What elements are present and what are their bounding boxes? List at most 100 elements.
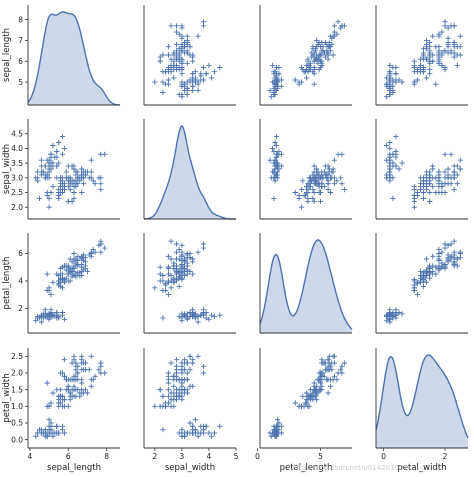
- point-sepal_width-vs-sepal_length: [59, 134, 66, 140]
- y-tick-label: 4.5: [11, 129, 23, 138]
- point-sepal_width-vs-sepal_length: [46, 160, 52, 166]
- point-sepal_width-vs-petal_width: [430, 163, 436, 169]
- point-petal_width-vs-petal_length: [317, 380, 324, 386]
- point-petal_width-vs-sepal_length: [61, 373, 67, 379]
- point-petal_width-vs-sepal_width: [187, 367, 193, 373]
- point-petal_width-vs-sepal_length: [54, 387, 60, 393]
- y-tick-label: 3.5: [11, 159, 23, 168]
- point-petal_width-vs-petal_length: [275, 417, 281, 423]
- point-sepal_width-vs-sepal_length: [56, 160, 62, 166]
- point-sepal_width-vs-petal_length: [322, 163, 329, 169]
- point-sepal_width-vs-petal_length: [300, 178, 306, 184]
- point-sepal_width-vs-petal_length: [296, 195, 302, 201]
- point-sepal_length-vs-sepal_width: [165, 64, 171, 71]
- point-petal_length-vs-sepal_width: [179, 242, 185, 248]
- point-petal_width-vs-sepal_width: [179, 360, 185, 366]
- point-petal_length-vs-sepal_width: [160, 272, 166, 279]
- y-tick-label: 1.5: [11, 385, 23, 394]
- point-petal_width-vs-sepal_width: [165, 400, 171, 406]
- point-petal_length-vs-sepal_width: [195, 314, 201, 320]
- point-petal_width-vs-sepal_length: [67, 390, 73, 396]
- point-petal_length-vs-sepal_width: [184, 252, 190, 258]
- point-sepal_length-vs-petal_width: [448, 50, 454, 56]
- point-sepal_length-vs-petal_length: [271, 69, 277, 75]
- y-tick-label: 4: [18, 277, 23, 286]
- point-petal_width-vs-sepal_length: [46, 417, 52, 423]
- point-sepal_width-vs-petal_length: [272, 166, 278, 172]
- point-sepal_length-vs-sepal_width: [157, 58, 163, 64]
- point-sepal_width-vs-sepal_length: [88, 169, 94, 175]
- point-petal_length-vs-sepal_length: [77, 272, 83, 279]
- point-sepal_length-vs-petal_width: [420, 64, 427, 71]
- point-sepal_length-vs-petal_width: [384, 94, 390, 100]
- x-tick-label: 4: [28, 452, 33, 461]
- point-petal_width-vs-petal_length: [276, 420, 282, 426]
- point-petal_length-vs-petal_width: [451, 252, 457, 258]
- point-sepal_length-vs-petal_length: [319, 60, 325, 66]
- point-sepal_width-vs-sepal_length: [61, 145, 67, 151]
- point-petal_width-vs-sepal_length: [75, 370, 81, 376]
- point-sepal_width-vs-petal_width: [430, 184, 436, 190]
- point-petal_width-vs-petal_length: [328, 383, 334, 389]
- point-petal_width-vs-petal_length: [339, 363, 345, 369]
- point-sepal_length-vs-petal_width: [384, 81, 390, 87]
- point-sepal_width-vs-petal_length: [305, 198, 311, 204]
- point-sepal_width-vs-petal_length: [309, 178, 315, 184]
- point-petal_length-vs-sepal_length: [71, 250, 77, 257]
- point-petal_width-vs-sepal_width: [160, 393, 166, 399]
- point-petal_length-vs-sepal_length: [38, 319, 44, 325]
- y-tick-label: 1.0: [11, 402, 23, 411]
- point-sepal_length-vs-petal_width: [390, 89, 396, 96]
- point-petal_width-vs-petal_length: [322, 360, 329, 366]
- point-sepal_width-vs-petal_length: [319, 184, 325, 190]
- point-sepal_width-vs-petal_width: [448, 181, 454, 187]
- point-sepal_width-vs-petal_width: [384, 157, 390, 163]
- point-sepal_width-vs-sepal_length: [79, 189, 85, 196]
- point-sepal_width-vs-sepal_length: [35, 175, 41, 181]
- point-petal_width-vs-sepal_length: [50, 433, 56, 439]
- point-petal_width-vs-petal_length: [300, 393, 306, 399]
- point-petal_width-vs-petal_length: [341, 360, 347, 366]
- panel-petal_length-vs-sepal_length: 2 4 6 petal_length: [2, 233, 120, 334]
- point-petal_width-vs-petal_length: [317, 373, 324, 379]
- point-sepal_width-vs-petal_width: [445, 172, 451, 178]
- point-petal_length-vs-sepal_length: [48, 311, 54, 317]
- point-sepal_length-vs-petal_length: [270, 62, 276, 68]
- point-sepal_width-vs-petal_width: [454, 181, 460, 187]
- y-tick-label: 0.5: [11, 419, 23, 428]
- point-petal_length-vs-sepal_width: [168, 272, 174, 279]
- point-petal_length-vs-sepal_width: [165, 271, 171, 277]
- point-sepal_width-vs-petal_width: [390, 195, 396, 201]
- point-sepal_length-vs-petal_width: [393, 77, 399, 83]
- point-petal_width-vs-sepal_length: [69, 393, 75, 399]
- point-sepal_width-vs-petal_length: [271, 195, 277, 201]
- point-sepal_length-vs-sepal_width: [152, 79, 158, 85]
- point-sepal_width-vs-petal_width: [393, 134, 399, 140]
- point-sepal_length-vs-sepal_width: [195, 33, 201, 39]
- point-sepal_length-vs-petal_length: [330, 52, 336, 58]
- point-sepal_width-vs-petal_length: [273, 154, 279, 160]
- point-sepal_length-vs-petal_width: [387, 79, 393, 85]
- point-petal_length-vs-sepal_length: [102, 245, 108, 251]
- point-petal_length-vs-sepal_width: [184, 260, 190, 266]
- point-petal_width-vs-sepal_length: [79, 353, 85, 359]
- point-sepal_width-vs-petal_width: [411, 195, 417, 201]
- point-petal_length-vs-sepal_width: [200, 311, 207, 317]
- point-petal_length-vs-sepal_width: [187, 268, 193, 274]
- point-petal_length-vs-sepal_width: [200, 245, 207, 251]
- point-petal_length-vs-sepal_length: [50, 279, 56, 285]
- y-axis-label: sepal_length: [2, 28, 12, 82]
- point-petal_width-vs-sepal_length: [59, 427, 66, 433]
- point-sepal_length-vs-sepal_width: [165, 81, 171, 87]
- point-sepal_length-vs-sepal_width: [184, 33, 190, 39]
- point-petal_length-vs-sepal_length: [67, 278, 73, 284]
- point-sepal_length-vs-petal_width: [433, 81, 439, 87]
- point-sepal_width-vs-petal_length: [341, 187, 347, 193]
- point-sepal_width-vs-petal_length: [275, 151, 281, 157]
- point-sepal_width-vs-petal_width: [393, 163, 399, 169]
- point-petal_length-vs-sepal_width: [217, 312, 223, 318]
- point-petal_length-vs-sepal_width: [157, 278, 163, 284]
- point-petal_width-vs-sepal_width: [165, 387, 171, 393]
- point-sepal_length-vs-petal_width: [387, 73, 393, 79]
- point-petal_width-vs-petal_length: [306, 403, 312, 409]
